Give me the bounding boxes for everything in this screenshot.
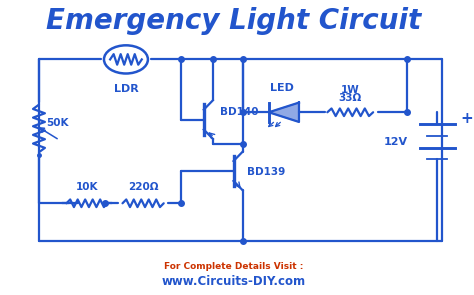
- Text: 220Ω: 220Ω: [128, 182, 158, 192]
- Text: 1W: 1W: [341, 85, 360, 95]
- Text: www.Circuits-DIY.com: www.Circuits-DIY.com: [162, 275, 306, 288]
- Text: BD140: BD140: [220, 107, 258, 117]
- Text: LDR: LDR: [114, 84, 138, 94]
- Text: LED: LED: [270, 83, 293, 93]
- Text: For Complete Details Visit :: For Complete Details Visit :: [164, 262, 303, 271]
- Text: 50K: 50K: [46, 117, 68, 127]
- Text: 33Ω: 33Ω: [338, 93, 362, 103]
- Polygon shape: [269, 103, 299, 122]
- Text: +: +: [460, 111, 473, 126]
- Text: BD139: BD139: [247, 168, 285, 178]
- Text: Emergency Light Circuit: Emergency Light Circuit: [46, 7, 421, 35]
- Text: 12V: 12V: [383, 137, 408, 147]
- Text: 10K: 10K: [76, 182, 98, 192]
